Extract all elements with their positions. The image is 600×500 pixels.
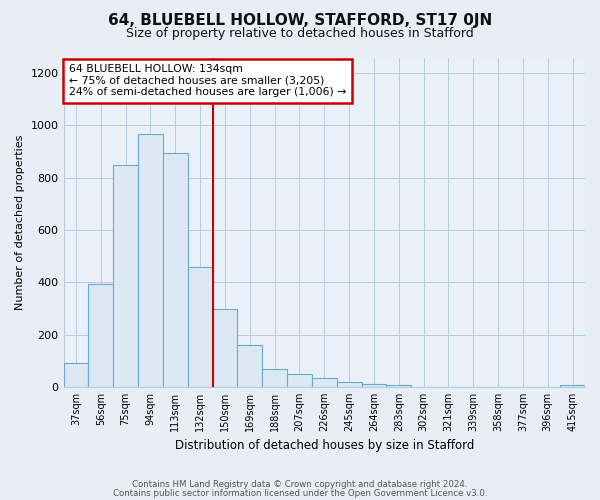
- Bar: [337, 382, 362, 387]
- Bar: [212, 309, 238, 387]
- Bar: [362, 384, 386, 387]
- Bar: [188, 266, 212, 387]
- Bar: [88, 284, 113, 387]
- Bar: [163, 154, 188, 387]
- Text: Contains public sector information licensed under the Open Government Licence v3: Contains public sector information licen…: [113, 488, 487, 498]
- Bar: [138, 134, 163, 387]
- Bar: [287, 374, 312, 387]
- Bar: [560, 385, 585, 387]
- Bar: [113, 165, 138, 387]
- Text: 64, BLUEBELL HOLLOW, STAFFORD, ST17 0JN: 64, BLUEBELL HOLLOW, STAFFORD, ST17 0JN: [108, 12, 492, 28]
- Bar: [386, 385, 411, 387]
- Bar: [312, 378, 337, 387]
- Text: 64 BLUEBELL HOLLOW: 134sqm
← 75% of detached houses are smaller (3,205)
24% of s: 64 BLUEBELL HOLLOW: 134sqm ← 75% of deta…: [69, 64, 346, 98]
- Bar: [262, 368, 287, 387]
- Bar: [238, 345, 262, 387]
- Text: Size of property relative to detached houses in Stafford: Size of property relative to detached ho…: [126, 28, 474, 40]
- Y-axis label: Number of detached properties: Number of detached properties: [15, 134, 25, 310]
- X-axis label: Distribution of detached houses by size in Stafford: Distribution of detached houses by size …: [175, 440, 474, 452]
- Bar: [64, 364, 88, 387]
- Text: Contains HM Land Registry data © Crown copyright and database right 2024.: Contains HM Land Registry data © Crown c…: [132, 480, 468, 489]
